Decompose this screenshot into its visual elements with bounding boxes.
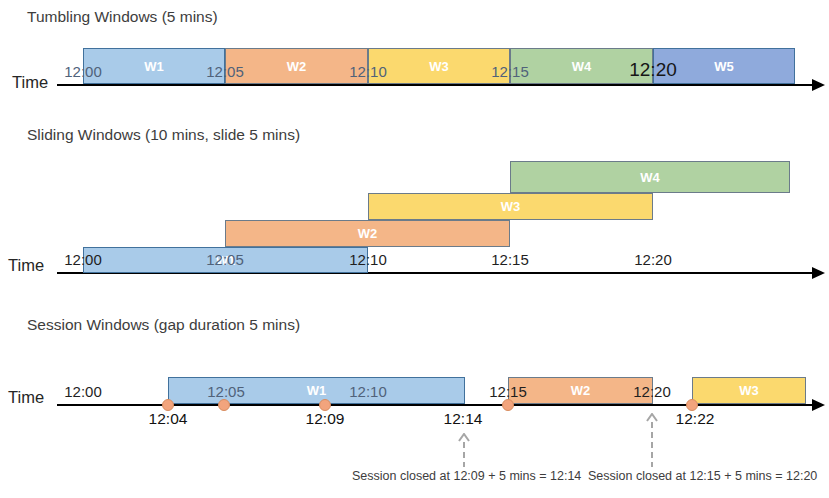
- sliding-w4-bar: W4: [510, 161, 790, 193]
- session-tick-1210: 12:10: [349, 383, 387, 400]
- tumbling-w2-bar: W2: [225, 48, 368, 84]
- event-label-1214: 12:14: [444, 410, 483, 428]
- session-tick-1200: 12:00: [64, 383, 102, 400]
- sliding-w2-bar: W2: [225, 220, 510, 247]
- sliding-w3-label: W3: [501, 199, 521, 214]
- tumbling-tick-1205: 12:05: [206, 63, 244, 80]
- session-w3-label: W3: [739, 383, 759, 398]
- tumbling-w4-label: W4: [572, 59, 592, 74]
- tumbling-tick-1200: 12:00: [64, 63, 102, 80]
- sliding-tick-1215: 12:15: [491, 251, 529, 268]
- session-tick-1205: 12:05: [207, 383, 245, 400]
- tumbling-timeline-arrowhead: [812, 79, 825, 91]
- sliding-tick-1205: 12:05: [206, 251, 244, 268]
- event-label-1204: 12:04: [149, 410, 188, 428]
- tumbling-tick-1210: 12:10: [349, 63, 387, 80]
- sliding-section-title: Sliding Windows (10 mins, slide 5 mins): [27, 126, 300, 144]
- session-section-title: Session Windows (gap duration 5 mins): [27, 316, 300, 334]
- event-label-1209: 12:09: [306, 410, 345, 428]
- tumbling-tick-1215: 12:15: [491, 63, 529, 80]
- windowing-diagram: Tumbling Windows (5 mins) Time W1 W2 W3 …: [0, 0, 829, 498]
- event-dot-1215: [502, 399, 514, 411]
- tumbling-tick-1220: 12:20: [629, 59, 677, 81]
- sliding-tick-1200: 12:00: [64, 251, 102, 268]
- sliding-tick-1210: 12:10: [349, 251, 387, 268]
- event-label-1222: 12:22: [676, 410, 715, 428]
- sliding-time-axis-label: Time: [8, 256, 44, 275]
- tumbling-w3-label: W3: [429, 59, 449, 74]
- sliding-timeline-arrowhead: [812, 267, 825, 279]
- event-dot-1209: [319, 399, 331, 411]
- session-closed-arrow-1214: [457, 433, 471, 467]
- sliding-tick-1220: 12:20: [634, 251, 672, 268]
- session-tick-1215: 12:15: [489, 383, 527, 400]
- tumbling-w1-label: W1: [144, 59, 164, 74]
- sliding-w3-bar: W3: [368, 193, 653, 220]
- event-dot-1222: [686, 399, 698, 411]
- event-dot-1205: [218, 399, 230, 411]
- session-w1-label: W1: [307, 383, 327, 398]
- sliding-w2-label: W2: [358, 226, 378, 241]
- session-timeline-arrowhead: [812, 399, 825, 411]
- session-tick-1220: 12:20: [633, 383, 671, 400]
- event-dot-1204: [162, 399, 174, 411]
- session-closed-annotation-1: Session closed at 12:09 + 5 mins = 12:14: [352, 469, 578, 483]
- session-time-axis-label: Time: [8, 388, 44, 407]
- tumbling-time-axis-label: Time: [12, 73, 48, 92]
- session-w3-bar: W3: [692, 377, 806, 404]
- session-w2-bar: W2: [508, 377, 653, 404]
- sliding-w4-label: W4: [640, 170, 660, 185]
- tumbling-w3-bar: W3: [368, 48, 510, 84]
- session-closed-annotation-2: Session closed at 12:15 + 5 mins = 12:20: [588, 469, 816, 483]
- tumbling-w5-label: W5: [714, 59, 734, 74]
- session-w2-label: W2: [571, 383, 591, 398]
- tumbling-w2-label: W2: [287, 59, 307, 74]
- tumbling-section-title: Tumbling Windows (5 mins): [27, 8, 218, 26]
- tumbling-timeline: [57, 84, 814, 86]
- session-closed-arrow-1220: [645, 413, 659, 467]
- tumbling-w1-bar: W1: [83, 48, 225, 84]
